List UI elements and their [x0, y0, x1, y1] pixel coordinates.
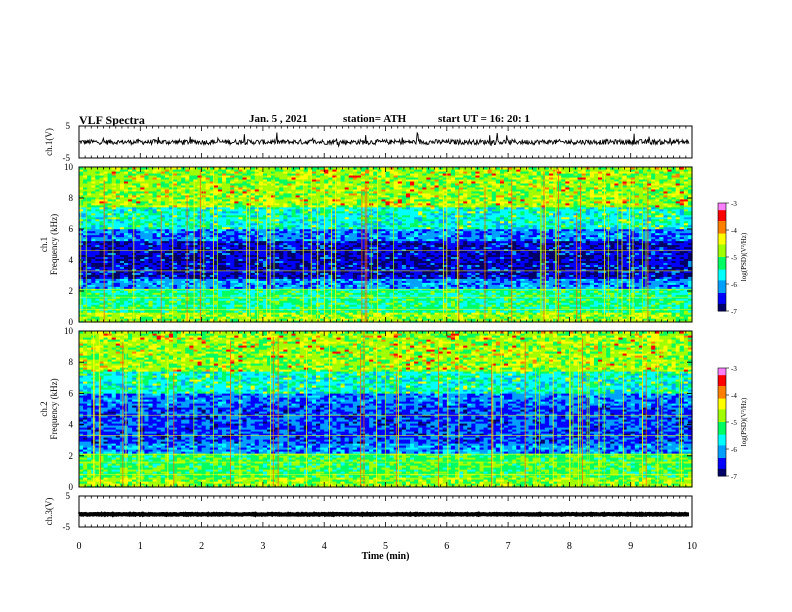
waveform-trace — [77, 511, 689, 518]
colorbar-label: log(PSD)(V²/Hz) — [740, 397, 748, 446]
colorbar-tick-label: -5 — [731, 419, 737, 427]
ytick-label: 5 — [66, 121, 71, 131]
ytick-label: 4 — [69, 420, 74, 430]
ch3-waveform-panel: 5 -5 ch.3(V) — [44, 491, 693, 532]
ytick-label: 10 — [64, 326, 74, 336]
ytick-label: -5 — [63, 522, 71, 532]
colorbar-tick-label: -6 — [731, 446, 737, 454]
ylabel-frequency: Frequency (kHz) — [49, 378, 59, 439]
ytick-label: 8 — [69, 193, 74, 203]
xtick-label: 7 — [506, 541, 511, 552]
xtick-label: 2 — [199, 541, 204, 552]
ytick-label: 10 — [64, 162, 74, 172]
xtick-label: 1 — [138, 541, 143, 552]
ytick-label: -5 — [63, 153, 71, 163]
ylabel-channel: ch.1 — [39, 237, 49, 252]
waveform-trace — [78, 131, 690, 148]
ylabel-channel: ch.2 — [39, 401, 49, 416]
colorbar-label: log(PSD)(V²/Hz) — [740, 232, 748, 281]
ch1-waveform-panel: 5 -5 ch.1(V) — [44, 121, 693, 163]
xtick-label: 8 — [567, 541, 572, 552]
ch1-colorbar: -3 -4 -5 -6 -7 log(PSD)(V²/Hz) — [717, 200, 748, 316]
ch2-spectrogram-panel: 0 2 4 6 8 10 ch.2 Frequency (kHz) — [39, 326, 693, 492]
xtick-label: 6 — [444, 541, 449, 552]
xtick-label: 9 — [628, 541, 633, 552]
ylabel: ch.1(V) — [44, 128, 54, 156]
station-label: station= ATH — [343, 113, 406, 125]
ylabel-frequency: Frequency (kHz) — [49, 214, 59, 275]
colorbar-tick-label: -3 — [731, 200, 737, 208]
colorbar-tick-label: -4 — [731, 227, 737, 235]
ch2-colorbar: -3 -4 -5 -6 -7 log(PSD)(V²/Hz) — [717, 365, 748, 481]
ytick-label: 0 — [69, 317, 74, 327]
xtick-label: 4 — [322, 541, 327, 552]
spectrogram-cells — [79, 167, 693, 323]
ytick-label: 6 — [69, 224, 74, 234]
date-label: Jan. 5 , 2021 — [249, 113, 307, 125]
xtick-label: 0 — [77, 541, 82, 552]
colorbar-tick-label: -7 — [731, 308, 737, 316]
time-axis: 0 1 2 3 4 5 6 7 8 9 10 Time (min) — [77, 541, 698, 562]
ytick-label: 5 — [66, 491, 71, 501]
ytick-label: 2 — [69, 451, 74, 461]
xtick-label: 5 — [383, 541, 388, 552]
spectrogram-cells — [79, 331, 693, 488]
start-time-label: start UT = 16: 20: 1 — [438, 113, 530, 125]
ytick-label: 8 — [69, 357, 74, 367]
ytick-label: 0 — [69, 482, 74, 492]
ylabel: ch.3(V) — [44, 498, 54, 526]
colorbar-tick-label: -4 — [731, 392, 737, 400]
xtick-label: 3 — [260, 541, 265, 552]
ytick-label: 4 — [69, 255, 74, 265]
xtick-label: 10 — [687, 541, 697, 552]
plot-title: VLF Spectra — [79, 113, 145, 128]
colorbar-tick-label: -5 — [731, 254, 737, 262]
ytick-label: 2 — [69, 286, 74, 296]
xaxis-label: Time (min) — [362, 551, 410, 562]
ch1-spectrogram-panel: 0 2 4 6 8 10 ch.1 Frequency (kHz) — [39, 162, 693, 327]
colorbar-tick-label: -7 — [731, 473, 737, 481]
colorbar-tick-label: -6 — [731, 281, 737, 289]
colorbar-tick-label: -3 — [731, 365, 737, 373]
ytick-label: 6 — [69, 388, 74, 398]
